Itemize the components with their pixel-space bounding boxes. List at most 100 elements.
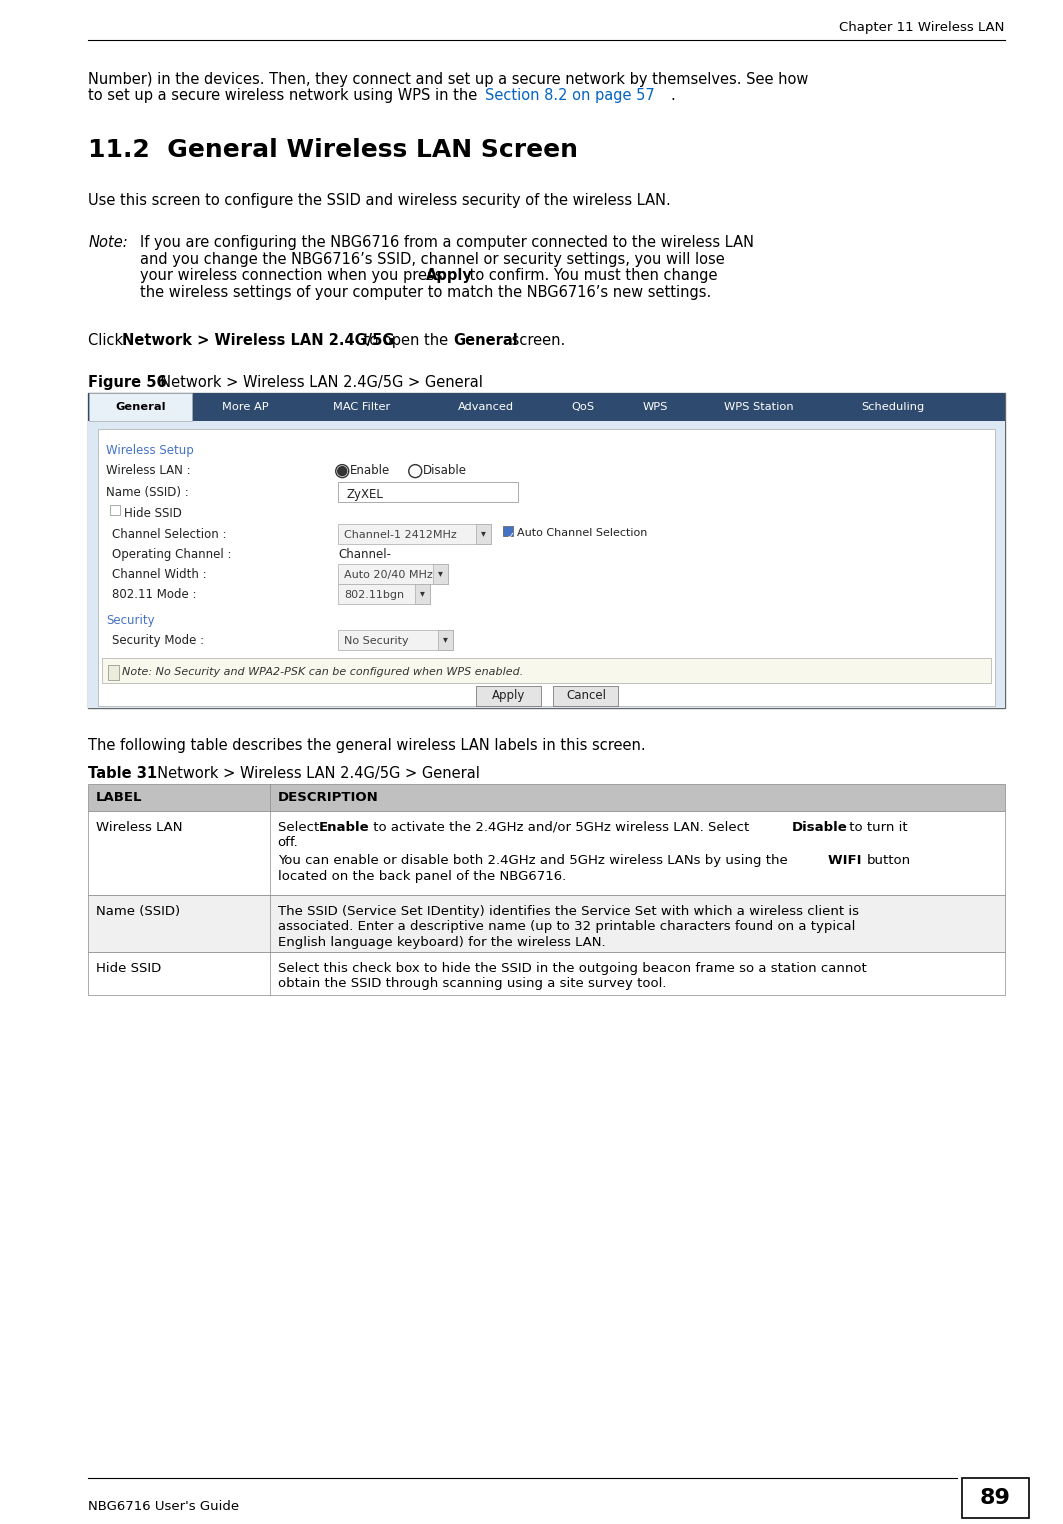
Bar [338,564,449,584]
Bar [88,421,1005,707]
Text: Operating Channel :: Operating Channel : [113,549,232,561]
Text: More AP: More AP [221,402,268,411]
Text: Use this screen to configure the SSID and wireless security of the wireless LAN.: Use this screen to configure the SSID an… [88,194,671,209]
Text: Cancel: Cancel [566,689,606,703]
Bar [88,393,1005,707]
Bar [89,393,192,421]
Text: to confirm. You must then change: to confirm. You must then change [466,268,718,283]
Text: Note:: Note: [88,235,128,250]
Text: Auto 20/40 MHz: Auto 20/40 MHz [344,570,433,581]
Bar [503,526,513,536]
Bar [338,584,431,604]
Text: Section 8.2 on page 57: Section 8.2 on page 57 [485,88,655,104]
Bar [88,951,1005,995]
Text: Select: Select [277,820,323,834]
Text: LABEL: LABEL [97,791,142,803]
Text: located on the back panel of the NBG6716.: located on the back panel of the NBG6716… [277,870,566,882]
Text: and you change the NBG6716’s SSID, channel or security settings, you will lose: and you change the NBG6716’s SSID, chann… [140,251,725,267]
Text: No Security: No Security [344,636,409,646]
Bar [962,1478,1029,1518]
Text: Enable: Enable [350,465,390,477]
Text: Advanced: Advanced [458,402,513,411]
Text: You can enable or disable both 2.4GHz and 5GHz wireless LANs by using the: You can enable or disable both 2.4GHz an… [277,853,792,867]
Text: ▾: ▾ [438,568,442,578]
Text: If you are configuring the NBG6716 from a computer connected to the wireless LAN: If you are configuring the NBG6716 from … [140,235,755,250]
Text: Hide SSID: Hide SSID [97,962,162,975]
Text: obtain the SSID through scanning using a site survey tool.: obtain the SSID through scanning using a… [277,977,667,991]
Text: to activate the 2.4GHz and/or 5GHz wireless LAN. Select: to activate the 2.4GHz and/or 5GHz wirel… [369,820,754,834]
Text: Number) in the devices. Then, they connect and set up a secure network by themse: Number) in the devices. Then, they conne… [88,72,809,87]
Bar [338,524,491,544]
Bar [415,584,431,604]
Text: NBG6716 User's Guide: NBG6716 User's Guide [88,1500,239,1513]
Text: General: General [453,332,518,347]
Text: Security Mode :: Security Mode : [113,634,204,648]
Text: Name (SSID) :: Name (SSID) : [106,486,189,500]
Text: Channel-1 2412MHz: Channel-1 2412MHz [344,530,457,539]
Text: General: General [116,402,166,411]
Bar [554,686,619,706]
Bar [476,686,541,706]
Text: DESCRIPTION: DESCRIPTION [277,791,378,803]
Text: the wireless settings of your computer to match the NBG6716’s new settings.: the wireless settings of your computer t… [140,285,711,300]
Text: Wireless Setup: Wireless Setup [106,443,193,457]
Text: 11.2  General Wireless LAN Screen: 11.2 General Wireless LAN Screen [88,139,578,162]
Text: associated. Enter a descriptive name (up to 32 printable characters found on a t: associated. Enter a descriptive name (up… [277,920,855,933]
Text: ▾: ▾ [443,634,448,645]
Text: ZyXEL: ZyXEL [347,488,383,501]
Bar [338,629,453,649]
Text: Table 31: Table 31 [88,765,157,780]
Text: WIFI: WIFI [828,853,865,867]
Text: The following table describes the general wireless LAN labels in this screen.: The following table describes the genera… [88,738,646,753]
Text: Select this check box to hide the SSID in the outgoing beacon frame so a station: Select this check box to hide the SSID i… [277,962,866,975]
Bar [88,783,1005,811]
Text: English language keyboard) for the wireless LAN.: English language keyboard) for the wirel… [277,936,605,949]
Text: .: . [671,88,675,104]
Bar [438,629,453,649]
Text: ▾: ▾ [480,529,486,538]
Bar [88,811,1005,895]
Text: screen.: screen. [507,332,564,347]
Text: QoS: QoS [571,402,594,411]
Bar [433,564,449,584]
Text: Apply: Apply [425,268,473,283]
Text: WPS: WPS [643,402,669,411]
Text: Chapter 11 Wireless LAN: Chapter 11 Wireless LAN [839,21,1005,34]
Circle shape [338,466,347,475]
Bar [338,482,519,501]
Text: 89: 89 [980,1489,1011,1509]
Text: WPS Station: WPS Station [724,402,794,411]
Text: Network > Wireless LAN 2.4G/5G > General: Network > Wireless LAN 2.4G/5G > General [148,765,480,780]
Text: Figure 56: Figure 56 [88,375,167,390]
Text: to turn it: to turn it [845,820,908,834]
Text: ▾: ▾ [420,588,424,597]
Text: Channel Width :: Channel Width : [113,568,207,581]
Text: Click: Click [88,332,128,347]
Text: ✓: ✓ [506,530,514,541]
Bar [88,895,1005,951]
Text: Network > Wireless LAN 2.4G/5G > General: Network > Wireless LAN 2.4G/5G > General [151,375,483,390]
Text: 802.11bgn: 802.11bgn [344,590,404,600]
Bar [111,504,120,515]
Text: Disable: Disable [423,465,468,477]
Text: MAC Filter: MAC Filter [333,402,390,411]
Text: Disable: Disable [792,820,847,834]
Text: Wireless LAN: Wireless LAN [97,820,183,834]
Text: Name (SSID): Name (SSID) [97,905,181,917]
Bar [476,524,491,544]
Text: Apply: Apply [492,689,525,703]
Text: Enable: Enable [319,820,369,834]
Text: your wireless connection when you press: your wireless connection when you press [140,268,448,283]
Text: to open the: to open the [359,332,453,347]
Text: Auto Channel Selection: Auto Channel Selection [518,529,647,538]
Text: off.: off. [277,837,299,849]
Text: Security: Security [106,614,155,626]
Bar [88,393,1005,421]
Bar [108,664,119,680]
Text: Hide SSID: Hide SSID [124,507,182,520]
Text: Wireless LAN :: Wireless LAN : [106,465,191,477]
Text: Scheduling: Scheduling [861,402,925,411]
Text: Network > Wireless LAN 2.4G/5G: Network > Wireless LAN 2.4G/5G [122,332,394,347]
Text: Note: No Security and WPA2-PSK can be configured when WPS enabled.: Note: No Security and WPA2-PSK can be co… [122,666,523,677]
Text: Channel Selection :: Channel Selection : [113,529,226,541]
